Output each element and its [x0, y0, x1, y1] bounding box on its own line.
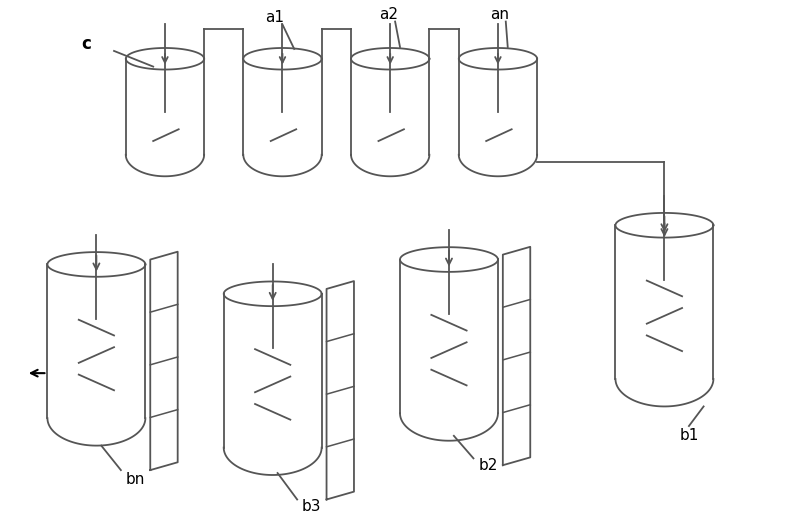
Text: c: c	[82, 35, 91, 53]
Text: b3: b3	[302, 499, 322, 513]
Text: a2: a2	[378, 7, 398, 22]
Text: a1: a1	[265, 10, 284, 25]
Text: b1: b1	[679, 428, 698, 443]
Text: bn: bn	[126, 472, 146, 487]
Text: b2: b2	[478, 458, 498, 472]
Text: an: an	[490, 7, 510, 22]
